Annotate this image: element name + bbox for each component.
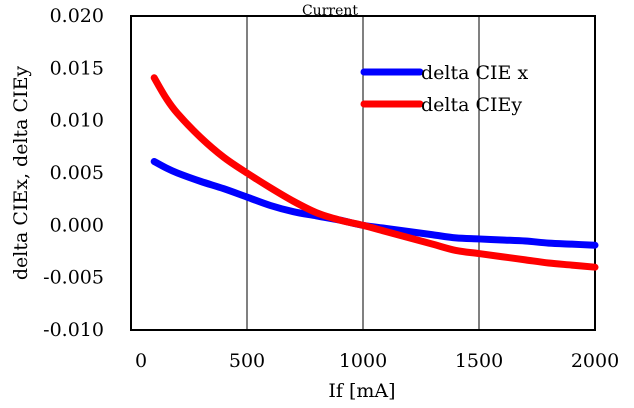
y-tick-label: 0.010 bbox=[50, 110, 104, 132]
x-tick-label: 0 bbox=[135, 350, 147, 372]
x-tick-labels: 0 500 1000 1500 2000 bbox=[135, 350, 619, 372]
plot-area bbox=[130, 15, 596, 331]
x-tick-label: 1500 bbox=[455, 350, 503, 372]
x-tick-label: 1000 bbox=[339, 350, 387, 372]
x-axis-label: If [mA] bbox=[328, 380, 395, 402]
series-line-delta-cie-x bbox=[150, 157, 599, 249]
series-line-delta-ciey bbox=[150, 74, 599, 271]
series-lines bbox=[150, 74, 599, 271]
legend-label-delta-cie-x: delta CIE x bbox=[421, 62, 528, 84]
y-tick-label: 0.005 bbox=[50, 162, 104, 184]
x-tick-label: 2000 bbox=[571, 350, 619, 372]
y-tick-label: 0.000 bbox=[50, 214, 104, 236]
chart-title: Current bbox=[302, 3, 358, 19]
y-tick-label: 0.015 bbox=[50, 57, 104, 79]
y-tick-label: -0.010 bbox=[43, 319, 104, 341]
y-axis-label: delta CIEx, delta CIEy bbox=[10, 66, 32, 281]
y-tick-label: 0.020 bbox=[50, 5, 104, 27]
x-tick-label: 500 bbox=[229, 350, 265, 372]
legend-label-delta-ciey: delta CIEy bbox=[421, 94, 522, 116]
y-tick-labels: 0.020 0.015 0.010 0.005 0.000 -0.005 -0.010 bbox=[43, 5, 104, 341]
legend: delta CIE x delta CIEy bbox=[360, 62, 528, 116]
y-tick-label: -0.005 bbox=[43, 267, 104, 289]
